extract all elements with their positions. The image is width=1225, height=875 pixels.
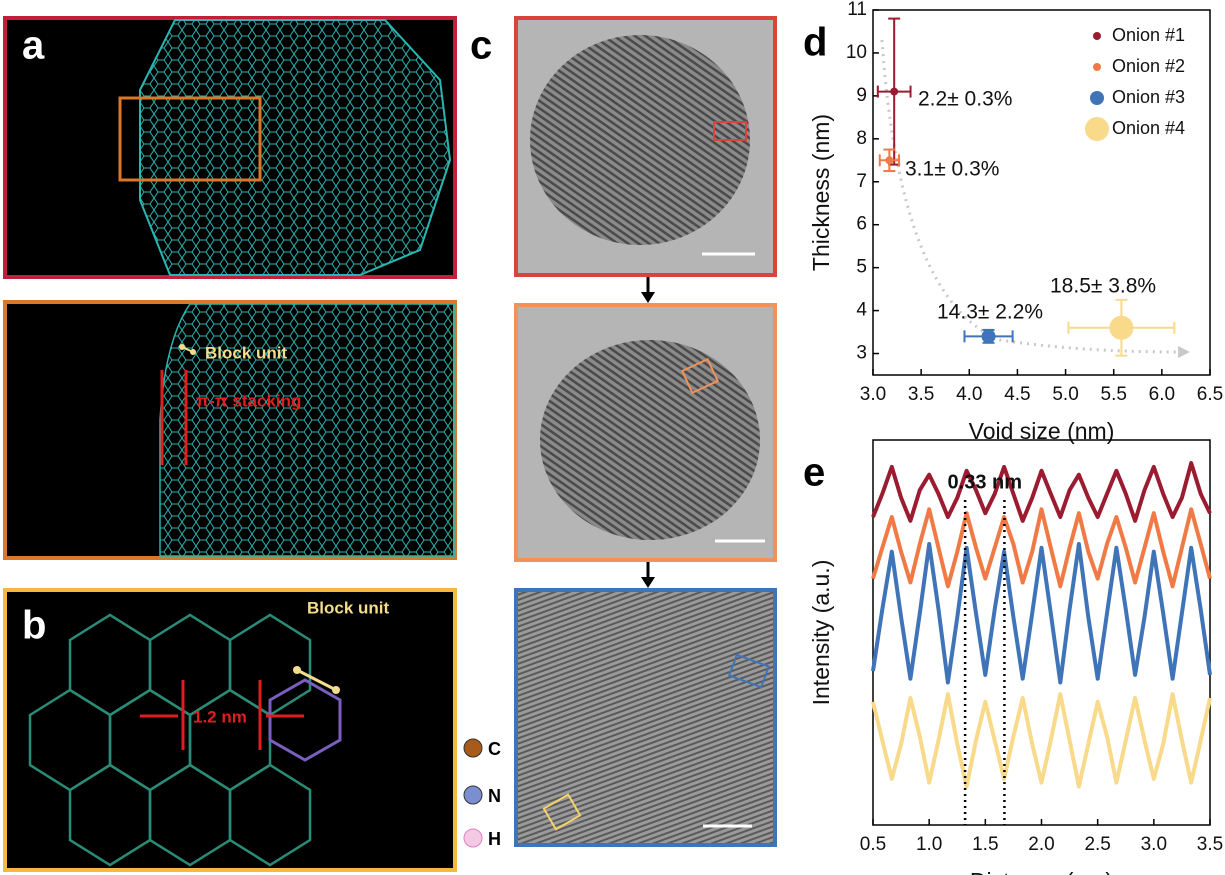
x-tick-label: 6.5 — [1197, 384, 1223, 405]
legend-label: N — [488, 786, 501, 806]
x-tick-label: 3.0 — [860, 384, 886, 405]
legend-label: Onion #1 — [1112, 25, 1185, 45]
annotation: 2.2± 0.3% — [918, 88, 1012, 111]
y-tick-label: 11 — [847, 0, 867, 20]
x-tick-label: 1.5 — [972, 834, 998, 855]
annotation: π-π stacking — [196, 391, 301, 410]
annotation: 1.2 nm — [193, 707, 247, 726]
point — [982, 329, 996, 343]
panel-b: Block unit 1.2 nm b C N H — [5, 590, 501, 870]
x-tick-label: 4.0 — [956, 384, 982, 405]
y-tick-label: 7 — [856, 171, 867, 192]
legend-marker — [1093, 32, 1101, 40]
legend-label: Onion #3 — [1112, 87, 1185, 107]
y-axis-label: Intensity (a.u.) — [808, 560, 834, 706]
annotation: 3.1± 0.3% — [905, 158, 999, 181]
annotation: 14.3± 2.2% — [937, 301, 1043, 324]
legend-marker — [1093, 63, 1101, 71]
annotation: 0.33 nm — [948, 471, 1022, 493]
x-tick-label: 2.5 — [1084, 834, 1110, 855]
legend-label: Onion #4 — [1112, 118, 1185, 138]
x-tick-label: 5.5 — [1101, 384, 1127, 405]
y-tick-label: 9 — [856, 85, 867, 106]
x-tick-label: 0.5 — [860, 834, 886, 855]
panel-label: a — [22, 24, 45, 68]
point — [1109, 316, 1133, 340]
legend-label: Onion #2 — [1112, 56, 1185, 76]
intensity-line — [873, 544, 1210, 683]
y-tick-label: 6 — [856, 214, 867, 235]
y-tick-label: 5 — [856, 257, 867, 278]
legend-marker — [1085, 117, 1109, 141]
legend-label: C — [488, 739, 501, 759]
panel-c: c — [470, 18, 775, 845]
x-tick-label: 5.0 — [1052, 384, 1078, 405]
y-tick-label: 3 — [856, 343, 867, 364]
panel-label: c — [470, 24, 492, 68]
x-tick-label: 4.5 — [1004, 384, 1030, 405]
point — [885, 156, 893, 164]
x-tick-label: 6.0 — [1149, 384, 1175, 405]
figure: a Block unit π-π stacking B — [0, 0, 1225, 875]
x-tick-label: 1.0 — [916, 834, 942, 855]
y-tick-label: 8 — [856, 128, 867, 149]
annotation: Block unit — [205, 343, 288, 362]
intensity-line — [873, 694, 1210, 786]
x-tick-label: 3.5 — [908, 384, 934, 405]
x-tick-label: 3.5 — [1197, 834, 1223, 855]
panel-a-zoom: Block unit π-π stacking — [5, 302, 455, 558]
point — [890, 88, 898, 96]
y-axis-label: Thickness (nm) — [808, 114, 834, 271]
panel-label: b — [22, 604, 46, 648]
x-tick-label: 3.0 — [1141, 834, 1167, 855]
y-tick-label: 4 — [856, 300, 867, 321]
plot-frame — [873, 440, 1210, 825]
annotation: 18.5± 3.8% — [1050, 275, 1156, 298]
x-axis-label: Distence (nm) — [970, 868, 1113, 875]
panel-label: e — [803, 451, 825, 495]
y-tick-label: 10 — [846, 42, 867, 63]
annotation: Block unit — [307, 598, 390, 617]
panel-label: d — [803, 21, 827, 65]
legend-marker — [1090, 91, 1104, 105]
x-tick-label: 2.0 — [1028, 834, 1054, 855]
panel-a-top: a — [5, 18, 455, 277]
legend-label: H — [488, 829, 501, 849]
